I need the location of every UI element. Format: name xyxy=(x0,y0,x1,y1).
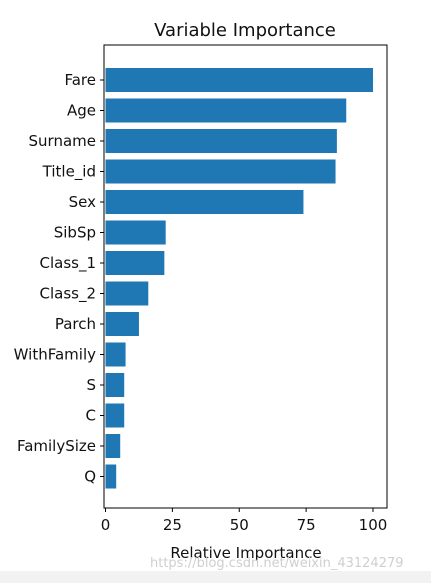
bar-s xyxy=(105,373,125,397)
y-tick-label: Title_id xyxy=(42,163,96,182)
plot-area xyxy=(103,44,388,509)
bar-class-2 xyxy=(105,281,149,306)
bar-age xyxy=(105,98,347,123)
y-tick-label: Sex xyxy=(69,193,96,211)
bar-c xyxy=(105,403,125,428)
bar-surname xyxy=(105,129,337,153)
y-tick-label: FamilySize xyxy=(17,437,96,455)
watermark: https://blog.csdn.net/weixin_43124279 xyxy=(150,556,404,571)
y-tick-label: Age xyxy=(67,102,96,120)
bar-title-id xyxy=(105,159,336,184)
chart-title: Variable Importance xyxy=(154,20,336,41)
y-tick-label: S xyxy=(86,376,96,394)
x-tick-label: 0 xyxy=(101,516,111,534)
bar-withfamily xyxy=(105,342,126,367)
y-tick-label: Class_2 xyxy=(39,285,96,304)
y-tick-label: Parch xyxy=(55,315,96,333)
x-ticks: 0 25 50 75 100 xyxy=(101,508,388,534)
y-tick-label: Surname xyxy=(29,132,96,150)
bar-class-1 xyxy=(105,251,165,275)
bottom-strip xyxy=(0,571,431,583)
bar-fare xyxy=(105,68,373,92)
y-tick-label: WithFamily xyxy=(14,346,96,364)
bar-familysize xyxy=(105,434,121,458)
y-tick-label: SibSp xyxy=(54,224,96,242)
x-tick-label: 25 xyxy=(163,516,182,534)
x-axis-label: Relative Importance xyxy=(170,544,321,562)
x-tick-label: 100 xyxy=(359,516,388,534)
y-tick-label: Q xyxy=(84,468,96,486)
x-tick-label: 75 xyxy=(297,516,316,534)
y-tick-label: Class_1 xyxy=(39,254,96,273)
y-tick-label: Fare xyxy=(64,71,96,89)
bar-sex xyxy=(105,190,304,214)
y-tick-labels: Fare Age Surname Title_id Sex SibSp Class_1 Cla… xyxy=(14,71,104,486)
bar-q xyxy=(105,464,117,489)
bar-parch xyxy=(105,312,139,336)
y-tick-label: C xyxy=(86,407,96,425)
x-tick-label: 50 xyxy=(230,516,249,534)
bar-sibsp xyxy=(105,220,166,245)
bars-group xyxy=(105,68,373,489)
